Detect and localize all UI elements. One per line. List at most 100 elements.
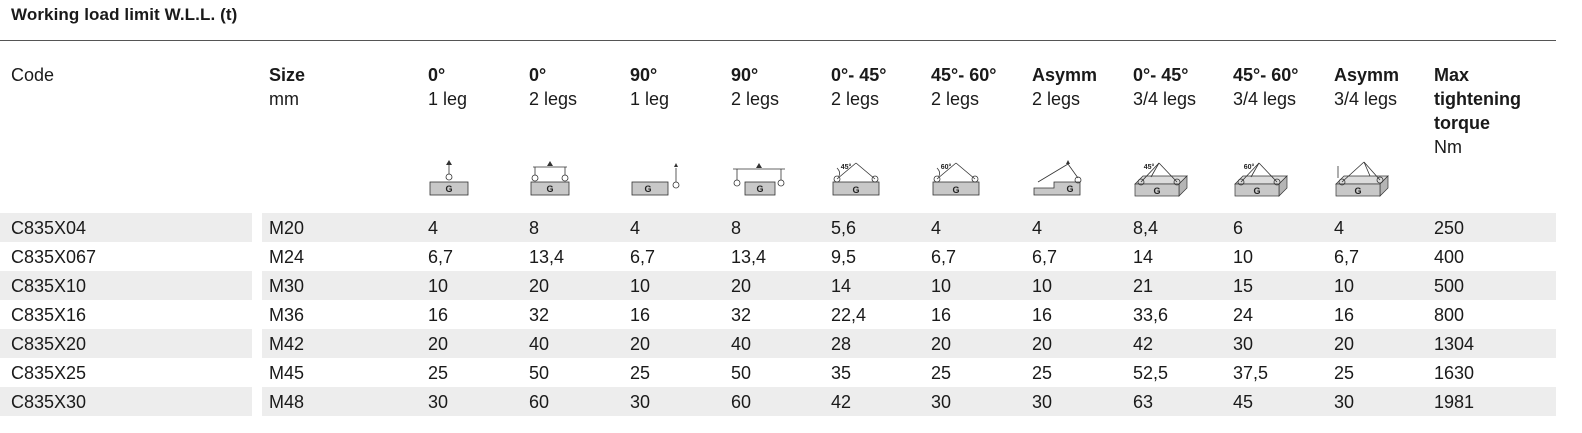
value-cell: 25 — [1334, 363, 1355, 383]
code-cell: C835X16 — [11, 305, 87, 325]
size-cell: M48 — [269, 392, 305, 412]
value-cell: 6 — [1233, 218, 1244, 238]
value-cell: 40 — [529, 334, 550, 354]
size-cell: M20 — [269, 218, 305, 238]
value-cell: 13,4 — [731, 247, 767, 267]
value-cell: 30 — [931, 392, 952, 412]
multi-leg-45-60-icon: G 60° — [1234, 162, 1288, 197]
two-leg-asymmetric-icon: G — [1033, 160, 1082, 196]
column-header: 90° 1 leg — [630, 63, 669, 111]
size-cell: M42 — [269, 334, 305, 354]
pictogram-label: 45° — [841, 163, 852, 171]
title-divider — [0, 40, 1556, 41]
column-header-title: Max tightening torque — [1434, 65, 1521, 133]
pictogram-label: G — [445, 184, 452, 194]
value-cell: 20 — [1032, 334, 1053, 354]
column-header-title: 0°- 45° — [831, 65, 887, 85]
value-cell: 10 — [1233, 247, 1254, 267]
column-header-subtitle: Nm — [1434, 137, 1462, 157]
value-cell: 22,4 — [831, 305, 867, 325]
value-cell: 52,5 — [1133, 363, 1169, 383]
value-cell: 4 — [931, 218, 942, 238]
value-cell: 32 — [529, 305, 550, 325]
code-cell: C835X30 — [11, 392, 87, 412]
column-header-title: 45°- 60° — [931, 65, 997, 85]
value-cell: 10 — [1032, 276, 1053, 296]
table-row: C835X04 M20 4 8 4 8 5,6 4 4 8,4 6 4 250 — [0, 213, 1560, 242]
pictogram-label: 45° — [1144, 163, 1155, 171]
value-cell: 800 — [1434, 305, 1465, 325]
single-leg-sideways-icon: G — [631, 163, 680, 196]
value-cell: 6,7 — [630, 247, 656, 267]
column-header-subtitle: mm — [269, 89, 299, 109]
column-header-subtitle: 3/4 legs — [1334, 89, 1398, 109]
value-cell: 6,7 — [931, 247, 957, 267]
code-cell: C835X04 — [11, 218, 87, 238]
pictogram-label: G — [952, 185, 959, 195]
value-cell: 8 — [731, 218, 742, 238]
two-leg-0-45-icon: G 45° — [832, 162, 880, 196]
column-header: Size mm — [269, 63, 305, 111]
table-row: C835X25 M45 25 50 25 50 35 25 25 52,5 37,5 25 1630 — [0, 358, 1560, 387]
pictogram-label: G — [756, 184, 763, 194]
column-header-title: 0° — [529, 65, 547, 85]
value-cell: 60 — [731, 392, 752, 412]
value-cell: 1630 — [1434, 363, 1475, 383]
value-cell: 30 — [630, 392, 651, 412]
table-title: Working load limit W.L.L. (t) — [11, 5, 238, 24]
value-cell: 30 — [1334, 392, 1355, 412]
two-leg-sideways-icon: G — [733, 163, 785, 196]
column-header: Asymm 3/4 legs — [1334, 63, 1399, 111]
pictogram-label: 60° — [941, 163, 952, 171]
value-cell: 4 — [630, 218, 641, 238]
column-header-subtitle: 3/4 legs — [1233, 89, 1297, 109]
value-cell: 21 — [1133, 276, 1154, 296]
pictogram-label: G — [852, 185, 859, 195]
value-cell: 28 — [831, 334, 852, 354]
column-header-title: Size — [269, 65, 306, 85]
value-cell: 37,5 — [1233, 363, 1269, 383]
row-background — [0, 213, 252, 242]
code-cell: C835X067 — [11, 247, 97, 267]
value-cell: 32 — [731, 305, 752, 325]
table-row: C835X10 M30 10 20 10 20 14 10 10 21 15 10 500 — [0, 271, 1560, 300]
table-row: C835X067 M24 6,7 13,4 6,7 13,4 9,5 6,7 6,7 14 10 6,… — [0, 242, 1560, 271]
column-header: 0°- 45° 3/4 legs — [1133, 63, 1196, 111]
value-cell: 4 — [428, 218, 439, 238]
value-cell: 9,5 — [831, 247, 857, 267]
value-cell: 35 — [831, 363, 852, 383]
pictogram-label: G — [1066, 184, 1073, 194]
value-cell: 16 — [428, 305, 449, 325]
column-header: 90° 2 legs — [731, 63, 779, 111]
row-background — [0, 387, 252, 416]
column-header: 0°- 45° 2 legs — [831, 63, 886, 111]
value-cell: 10 — [1334, 276, 1355, 296]
column-header: Max tightening torque Nm — [1434, 63, 1524, 159]
code-cell: C835X10 — [11, 276, 87, 296]
pictogram-label: G — [1354, 186, 1361, 196]
multi-leg-asymmetric-icon: G — [1335, 161, 1389, 197]
size-cell: M30 — [269, 276, 305, 296]
value-cell: 20 — [731, 276, 752, 296]
value-cell: 50 — [529, 363, 550, 383]
value-cell: 6,7 — [428, 247, 454, 267]
value-cell: 30 — [1233, 334, 1254, 354]
column-header-subtitle: 2 legs — [731, 89, 780, 109]
size-cell: M45 — [269, 363, 305, 383]
column-header-title: 45°- 60° — [1233, 65, 1299, 85]
value-cell: 4 — [1032, 218, 1043, 238]
value-cell: 10 — [428, 276, 449, 296]
multi-leg-0-45-icon: G 45° — [1134, 162, 1188, 197]
size-cell: M24 — [269, 247, 305, 267]
value-cell: 250 — [1434, 218, 1465, 238]
pictogram-label: 60° — [1244, 163, 1255, 171]
column-header-subtitle: 2 legs — [931, 89, 980, 109]
two-leg-45-60-icon: G 60° — [932, 162, 980, 196]
value-cell: 45 — [1233, 392, 1254, 412]
pictogram-label: G — [1253, 186, 1260, 196]
value-cell: 400 — [1434, 247, 1465, 267]
value-cell: 30 — [428, 392, 449, 412]
value-cell: 63 — [1133, 392, 1154, 412]
column-header-title: Asymm — [1334, 65, 1400, 85]
pictogram-label: G — [644, 184, 651, 194]
